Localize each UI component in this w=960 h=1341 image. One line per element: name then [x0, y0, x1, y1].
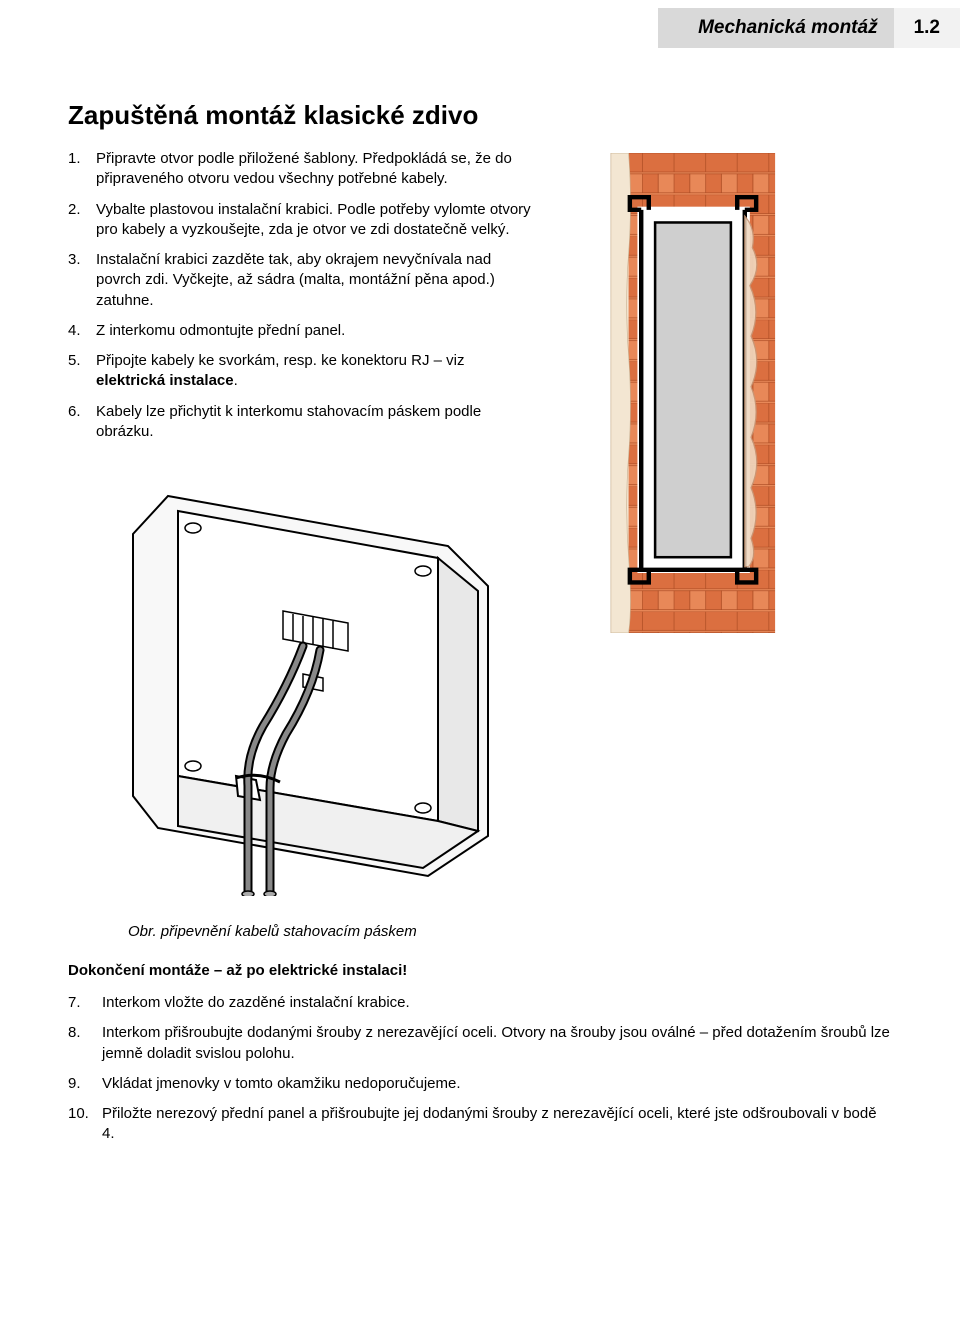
step-item: 8. Interkom přišroubujte dodanými šrouby… [68, 1023, 892, 1064]
step-number: 7. [68, 993, 102, 1013]
step-text: Kabely lze přichytit k interkomu stahova… [96, 402, 533, 443]
wall-cross-section-column [563, 149, 863, 901]
step-text: Vybalte plastovou instalační krabici. Po… [96, 200, 533, 241]
finishing-steps: 7. Interkom vložte do zazděné instalační… [68, 993, 892, 1145]
step-item: 9. Vkládat jmenovky v tomto okamžiku ned… [68, 1074, 892, 1094]
step-number: 4. [68, 321, 96, 341]
step-text: Přiložte nerezový přední panel a přišrou… [102, 1104, 892, 1145]
step-number: 3. [68, 250, 96, 311]
step-text: Z interkomu odmontujte přední panel. [96, 321, 533, 341]
step-item: 3. Instalační krabici zazděte tak, aby o… [68, 250, 533, 311]
step-item: 7. Interkom vložte do zazděné instalační… [68, 993, 892, 1013]
step-number: 10. [68, 1104, 102, 1145]
step-text: Interkom přišroubujte dodanými šrouby z … [102, 1023, 892, 1064]
step-number: 8. [68, 1023, 102, 1064]
step-number: 2. [68, 200, 96, 241]
step-text: Vkládat jmenovky v tomto okamžiku nedopo… [102, 1074, 892, 1094]
header-title: Mechanická montáž [658, 8, 894, 48]
two-column-layout: 1. Připravte otvor podle přiložené šablo… [68, 149, 892, 901]
step-item: 4. Z interkomu odmontujte přední panel. [68, 321, 533, 341]
figure-caption: Obr. připevnění kabelů stahovacím páskem [128, 923, 892, 940]
step-item: 6. Kabely lze přichytit k interkomu stah… [68, 402, 533, 443]
step-number: 6. [68, 402, 96, 443]
step-text: Připravte otvor podle přiložené šablony.… [96, 149, 533, 190]
step-item: 2. Vybalte plastovou instalační krabici.… [68, 200, 533, 241]
step-number: 9. [68, 1074, 102, 1094]
page-content: Zapuštěná montáž klasické zdivo 1. Připr… [68, 100, 892, 1155]
subheading: Dokončení montáže – až po elektrické ins… [68, 962, 892, 979]
step-item: 10. Přiložte nerezový přední panel a při… [68, 1104, 892, 1145]
intercom-cable-figure [88, 456, 533, 901]
intercom-diagram-icon [88, 456, 528, 896]
step-text: Interkom vložte do zazděné instalační kr… [102, 993, 892, 1013]
step-item: 5. Připojte kabely ke svorkám, resp. ke … [68, 351, 533, 392]
step-number: 5. [68, 351, 96, 392]
instruction-steps-column: 1. Připravte otvor podle přiložené šablo… [68, 149, 533, 901]
main-heading: Zapuštěná montáž klasické zdivo [68, 100, 892, 131]
step-number: 1. [68, 149, 96, 190]
step-item: 1. Připravte otvor podle přiložené šablo… [68, 149, 533, 190]
step-text: Instalační krabici zazděte tak, aby okra… [96, 250, 533, 311]
step-text: Připojte kabely ke svorkám, resp. ke kon… [96, 351, 533, 392]
wall-cross-section-icon [563, 153, 823, 633]
header-section-number: 1.2 [894, 8, 960, 48]
page-header: Mechanická montáž 1.2 [658, 8, 960, 48]
